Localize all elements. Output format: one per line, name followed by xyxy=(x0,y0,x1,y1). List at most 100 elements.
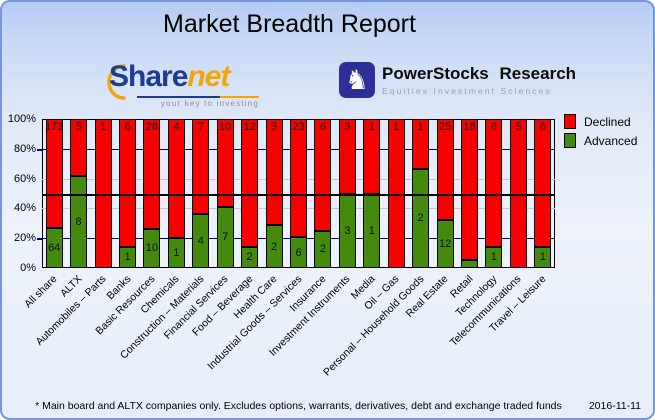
advanced-segment: 6 xyxy=(290,237,307,268)
advanced-count-label: 7 xyxy=(222,231,229,244)
y-axis-label: 100% xyxy=(7,113,36,125)
page-title: Market Breadth Report xyxy=(163,10,416,38)
declined-segment: 5 xyxy=(70,119,88,177)
advanced-count-label: 1 xyxy=(490,251,497,264)
sharenet-word-share: Share xyxy=(109,60,188,93)
advanced-segment: 4 xyxy=(192,213,210,268)
advanced-count-label: 2 xyxy=(271,240,278,253)
advanced-count-label: 8 xyxy=(75,216,82,229)
advanced-segment: 8 xyxy=(70,176,88,268)
y-axis-tick xyxy=(37,238,42,241)
declined-count-label: 6 xyxy=(124,121,131,133)
powerstocks-wordmark: PowerStocks Research Equities Investment… xyxy=(382,62,576,96)
advanced-count-label: 1 xyxy=(368,224,375,237)
advanced-segment: 2 xyxy=(265,225,283,268)
footer: * Main board and ALTX companies only. Ex… xyxy=(14,400,641,412)
declined-segment: 6 xyxy=(119,119,136,247)
advanced-count-label: 10 xyxy=(145,242,159,255)
advanced-segment: 7 xyxy=(216,206,234,268)
y-axis-label: 60% xyxy=(13,172,36,185)
declined-count-label: 1 xyxy=(368,121,375,133)
legend-item: Advanced xyxy=(564,131,637,150)
declined-segment: 12 xyxy=(241,119,259,247)
declined-segment: 4 xyxy=(167,119,185,239)
knight-icon: ♞ xyxy=(339,62,375,98)
advanced-segment: 1 xyxy=(534,246,552,268)
advanced-segment: 1 xyxy=(119,246,136,268)
sharenet-logo: Sharenet your key to investing xyxy=(97,60,267,108)
advanced-count-label: 2 xyxy=(319,243,326,256)
advanced-segment: 1 xyxy=(485,246,503,268)
declined-segment: 3 xyxy=(338,119,356,194)
advanced-segment: 2 xyxy=(412,168,430,268)
declined-count-label: 5 xyxy=(75,121,82,133)
declined-segment: 5 xyxy=(265,119,283,226)
declined-segment: 1 xyxy=(363,119,381,194)
declined-count-label: 1 xyxy=(393,121,400,133)
y-axis-label: 80% xyxy=(13,142,36,155)
y-axis-label: 40% xyxy=(13,202,36,215)
advanced-segment: 64 xyxy=(45,227,63,268)
advanced-count-label: 2 xyxy=(246,251,253,264)
bar: 23 6 xyxy=(290,119,307,268)
advanced-segment: 3 xyxy=(338,193,356,268)
declined-count-label: 1 xyxy=(100,121,107,133)
declined-count-label: 10 xyxy=(219,121,232,133)
declined-swatch-icon xyxy=(564,114,576,129)
advanced-segment: 10 xyxy=(143,228,161,268)
advanced-count-label: 64 xyxy=(48,241,61,254)
bar: 173 64 xyxy=(45,119,64,268)
y-axis-label: 20% xyxy=(13,232,36,245)
declined-count-label: 4 xyxy=(173,121,180,133)
advanced-segment: 12 xyxy=(436,219,454,268)
bar: 18 xyxy=(461,119,478,268)
sharenet-arc-icon xyxy=(107,64,126,100)
report-date: 2016-11-11 xyxy=(588,400,641,412)
declined-segment: 7 xyxy=(192,119,210,214)
sharenet-tagline: your key to investing xyxy=(160,99,259,108)
chart-legend: Declined Advanced xyxy=(564,112,637,150)
advanced-count-label: 2 xyxy=(417,212,424,225)
declined-count-label: 18 xyxy=(463,121,476,133)
legend-label: Declined xyxy=(584,114,631,129)
advanced-count-label: 3 xyxy=(344,224,351,237)
y-axis-label: 0% xyxy=(20,262,36,274)
bar: 10 7 xyxy=(216,119,234,268)
declined-count-label: 7 xyxy=(197,121,204,133)
advanced-count-label: 1 xyxy=(173,247,180,260)
advanced-swatch-icon xyxy=(564,133,576,148)
advanced-count-label: 6 xyxy=(295,246,302,259)
y-axis-tick xyxy=(37,148,42,151)
legend-item: Declined xyxy=(564,112,637,131)
declined-segment: 6 xyxy=(314,119,332,231)
declined-segment: 1 xyxy=(412,119,430,169)
declined-count-label: 3 xyxy=(344,121,351,133)
declined-count-label: 5 xyxy=(515,121,522,133)
declined-count-label: 6 xyxy=(319,121,326,133)
advanced-count-label: 1 xyxy=(539,251,546,264)
powerstocks-name: PowerStocks Research xyxy=(382,64,577,83)
advanced-segment: 2 xyxy=(241,246,259,268)
declined-count-label: 5 xyxy=(271,121,278,133)
declined-count-label: 173 xyxy=(45,121,64,133)
advanced-count-label: 12 xyxy=(438,237,452,250)
advanced-segment: 1 xyxy=(363,193,381,268)
advanced-count-label: 4 xyxy=(197,234,204,247)
declined-segment: 23 xyxy=(290,119,307,238)
bar: 12 2 xyxy=(241,119,259,268)
declined-count-label: 25 xyxy=(438,121,452,133)
advanced-count-label: 1 xyxy=(124,251,131,264)
declined-segment: 28 xyxy=(143,119,161,229)
declined-count-label: 12 xyxy=(243,121,256,133)
declined-count-label: 6 xyxy=(490,121,497,133)
footer-note: * Main board and ALTX companies only. Ex… xyxy=(35,400,562,412)
legend-label: Advanced xyxy=(584,133,638,148)
sharenet-underline xyxy=(137,96,259,98)
